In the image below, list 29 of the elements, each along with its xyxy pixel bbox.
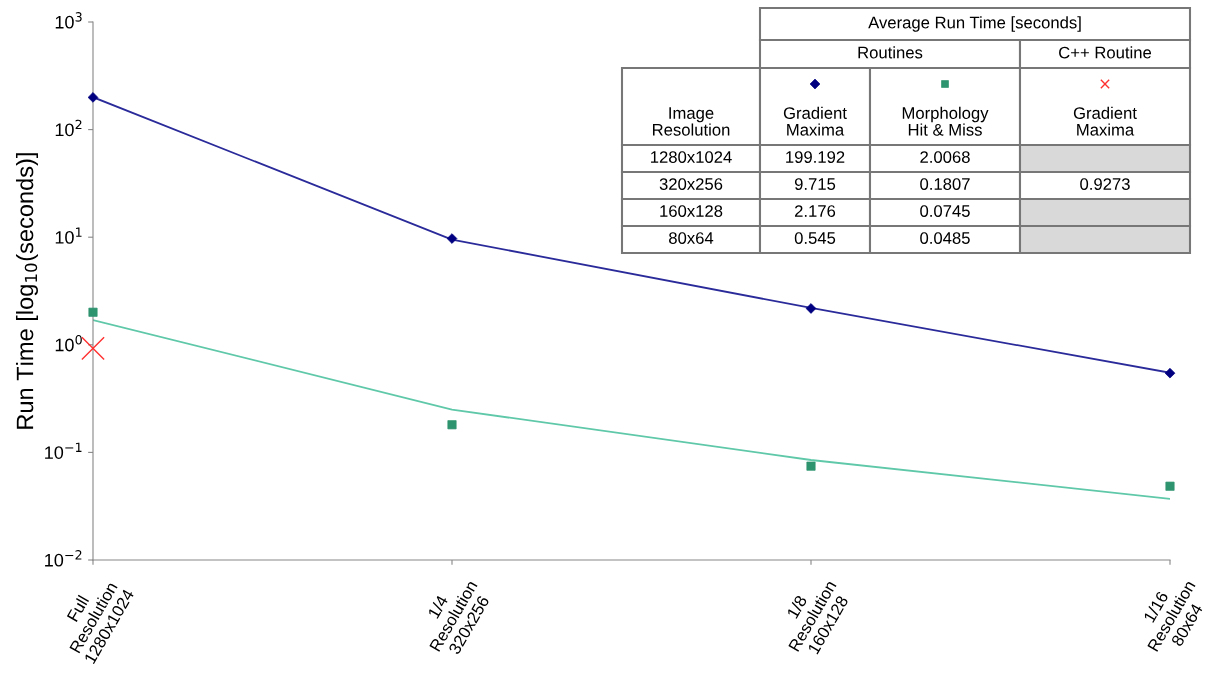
legend-label: Gradient Maxima — [1073, 106, 1137, 136]
annotation: 320x256 — [659, 178, 723, 190]
annotation: 0.1807 — [920, 178, 970, 190]
y-tick-label: 10$^{1}$ — [55, 227, 82, 244]
annotation: 160x128 — [660, 205, 723, 217]
annotation: 1280x1024 — [651, 151, 732, 163]
annotation: Image Resolution — [652, 107, 730, 136]
y-tick-label: 10$^{2}$ — [55, 119, 82, 137]
annotation: 80x64 — [669, 232, 714, 244]
annotation: Routines — [858, 46, 923, 59]
annotation: 0.0485 — [920, 232, 970, 244]
point — [81, 336, 105, 361]
annotation: 0.545 — [794, 232, 836, 244]
y-axis-title: Run Time [log$_{10}$(seconds)] — [15, 153, 38, 429]
y-tick-label: 10$^{3}$ — [55, 12, 82, 29]
annotation: 199.192 — [786, 151, 845, 163]
annotation: 9.715 — [794, 178, 836, 190]
y-tick-label: 10$^{−1}$ — [45, 442, 82, 459]
line-series — [93, 319, 1170, 500]
legend-label: Gradient Maxima — [783, 106, 847, 136]
annotation: C++ Routine — [1059, 46, 1152, 59]
y-tick-label: 10$^{−2}$ — [45, 550, 82, 567]
annotation: 2.0068 — [920, 151, 970, 163]
annotation: Average Run Time [seconds] — [868, 16, 1081, 32]
annotation: 0.0745 — [920, 205, 970, 217]
annotation: 0.9273 — [1080, 178, 1130, 190]
annotation: 2.176 — [794, 205, 836, 217]
legend-label: Morphology Hit & Miss — [902, 106, 989, 136]
y-tick-label: 10$^{0}$ — [55, 334, 82, 352]
